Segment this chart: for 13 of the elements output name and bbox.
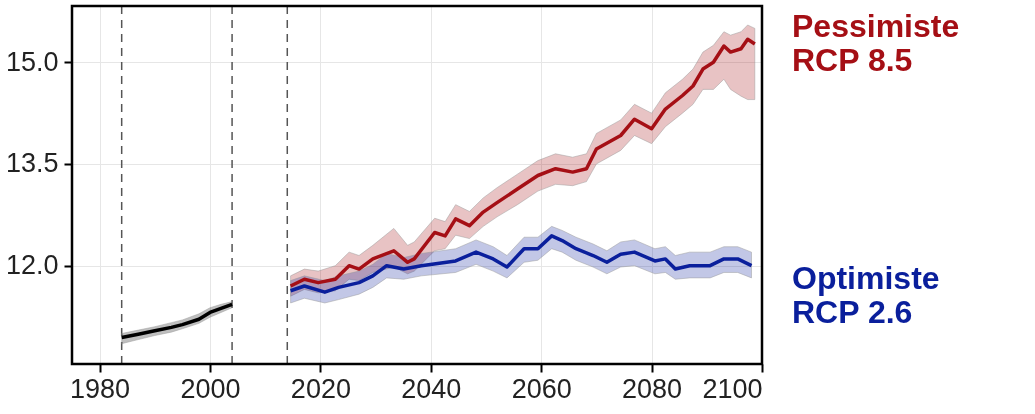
y-tick-label: 12.0 [5,250,59,281]
x-tick-label: 2000 [180,373,241,404]
series-label: Optimiste RCP 2.6 [792,259,940,330]
series-label: Pessimiste RCP 8.5 [792,7,960,78]
x-tick-label: 1980 [70,373,131,404]
line-series [288,234,754,294]
y-tick-label: 13.5 [5,148,59,179]
x-tick-label: 2080 [622,373,683,404]
y-tick-label: 15.0 [5,46,59,77]
x-tick-label: 2040 [401,373,462,404]
x-tick-label: 2060 [511,373,572,404]
x-tick-label: 2020 [290,373,351,404]
x-tick-label: 2100 [702,373,763,404]
